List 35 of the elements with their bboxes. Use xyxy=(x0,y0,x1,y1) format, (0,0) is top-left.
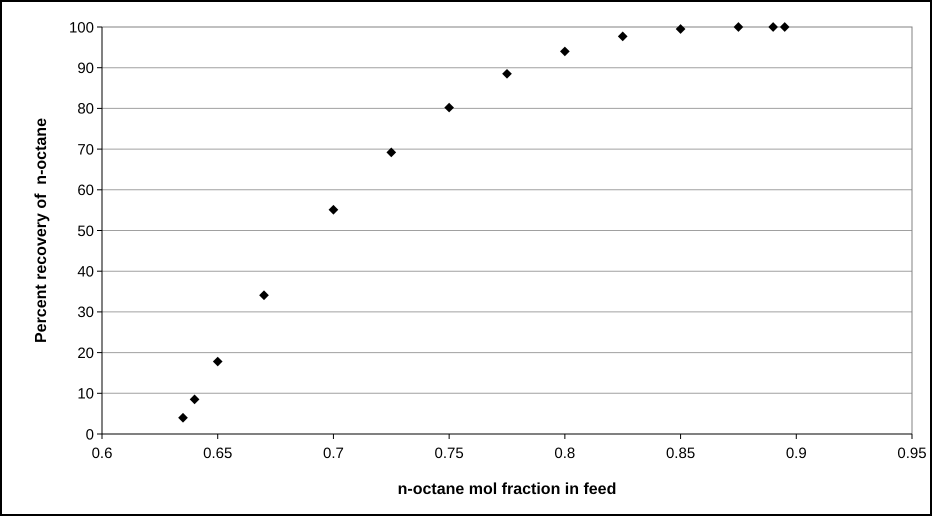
point xyxy=(190,394,200,404)
y-tick-label: 20 xyxy=(77,344,94,362)
point xyxy=(560,46,570,56)
point xyxy=(259,290,269,300)
y-tick-label: 50 xyxy=(77,222,94,240)
x-tick-label: 0.6 xyxy=(92,445,112,462)
point xyxy=(178,412,188,423)
y-tick-label: 30 xyxy=(77,304,94,322)
x-tick-label: 0.7 xyxy=(323,445,344,462)
point xyxy=(444,102,454,112)
point xyxy=(780,22,790,32)
y-axis-title: Percent recovery of n-octane xyxy=(33,118,50,343)
x-axis-title: n-octane mol fraction in feed xyxy=(398,481,616,498)
y-tick-label: 10 xyxy=(77,386,94,403)
y-tick-label: 90 xyxy=(77,60,94,77)
y-tick-label: 60 xyxy=(77,182,94,200)
y-tick-label: 70 xyxy=(77,141,94,158)
point xyxy=(328,204,338,215)
y-tick-label: 80 xyxy=(77,100,94,118)
y-tick-label: 40 xyxy=(77,263,94,280)
point xyxy=(386,148,396,158)
x-tick-label: 0.65 xyxy=(203,445,232,462)
point xyxy=(212,356,223,366)
x-tick-label: 0.75 xyxy=(434,445,464,462)
x-tick-label: 0.8 xyxy=(554,445,576,462)
point xyxy=(502,68,512,79)
x-tick-label: 0.9 xyxy=(786,445,807,462)
y-tick-label: 0 xyxy=(86,426,94,444)
point xyxy=(768,22,778,32)
point xyxy=(618,32,628,42)
point xyxy=(734,22,744,32)
y-tick-label: 100 xyxy=(68,19,94,36)
x-tick-label: 0.85 xyxy=(666,445,696,462)
x-tick-label: 0.95 xyxy=(897,445,927,462)
point xyxy=(676,24,686,34)
